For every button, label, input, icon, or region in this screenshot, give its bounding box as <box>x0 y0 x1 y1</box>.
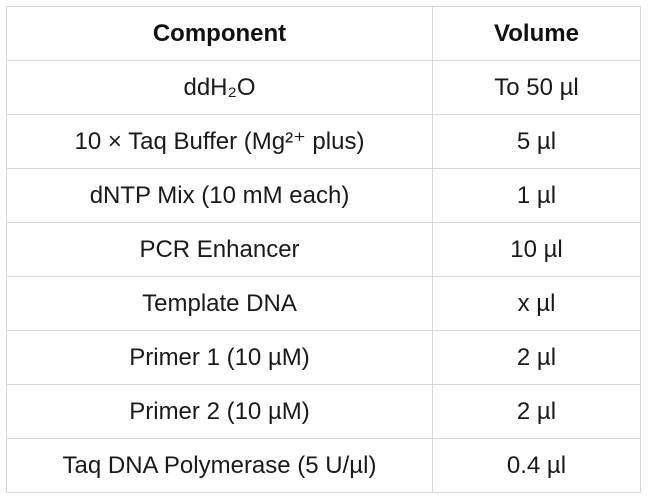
component-cell: 10 × Taq Buffer (Mg²⁺ plus) <box>6 114 433 169</box>
component-cell: Template DNA <box>6 276 433 331</box>
pcr-reaction-table: Component Volume ddH₂O To 50 µl 10 × Taq… <box>6 6 641 493</box>
table-row: Template DNA x µl <box>6 276 641 331</box>
header-component: Component <box>6 6 433 61</box>
table-row: dNTP Mix (10 mM each) 1 µl <box>6 168 641 223</box>
table-row: 10 × Taq Buffer (Mg²⁺ plus) 5 µl <box>6 114 641 169</box>
volume-cell: 0.4 µl <box>432 438 641 493</box>
table-row: ddH₂O To 50 µl <box>6 60 641 115</box>
header-volume: Volume <box>432 6 641 61</box>
table-row: Primer 2 (10 µM) 2 µl <box>6 384 641 439</box>
component-cell: Primer 1 (10 µM) <box>6 330 433 385</box>
component-cell: dNTP Mix (10 mM each) <box>6 168 433 223</box>
volume-cell: 10 µl <box>432 222 641 277</box>
table-row: PCR Enhancer 10 µl <box>6 222 641 277</box>
component-cell: ddH₂O <box>6 60 433 115</box>
volume-cell: To 50 µl <box>432 60 641 115</box>
component-cell: Taq DNA Polymerase (5 U/µl) <box>6 438 433 493</box>
volume-cell: 1 µl <box>432 168 641 223</box>
volume-cell: 2 µl <box>432 384 641 439</box>
table-row: Taq DNA Polymerase (5 U/µl) 0.4 µl <box>6 438 641 493</box>
pcr-reaction-table-container: Component Volume ddH₂O To 50 µl 10 × Taq… <box>6 6 641 493</box>
table-row: Primer 1 (10 µM) 2 µl <box>6 330 641 385</box>
component-cell: Primer 2 (10 µM) <box>6 384 433 439</box>
volume-cell: 2 µl <box>432 330 641 385</box>
table-header-row: Component Volume <box>6 6 641 61</box>
volume-cell: x µl <box>432 276 641 331</box>
volume-cell: 5 µl <box>432 114 641 169</box>
component-cell: PCR Enhancer <box>6 222 433 277</box>
